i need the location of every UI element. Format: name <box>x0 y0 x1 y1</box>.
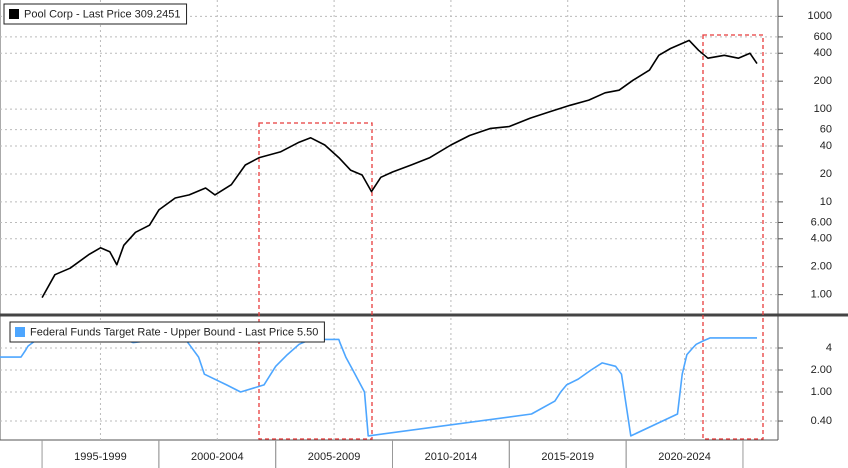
legend-swatch <box>15 327 25 337</box>
y-tick-label: 1.00 <box>811 289 832 301</box>
legend-box <box>9 321 325 343</box>
legend: Pool Corp - Last Price 309.2451 <box>3 3 188 25</box>
y-tick-label: 60 <box>820 124 832 136</box>
y-tick-label: 1.00 <box>811 386 832 398</box>
y-tick-label: 200 <box>814 75 832 87</box>
highlight-box <box>702 34 764 440</box>
x-tick-label: 1995-1999 <box>74 451 127 463</box>
grid <box>0 0 778 312</box>
x-tick-label: 2000-2004 <box>191 451 244 463</box>
legend-swatch <box>9 9 19 19</box>
y-tick-label: 2.00 <box>811 364 832 376</box>
x-tick-label: 2015-2019 <box>541 451 594 463</box>
y-tick-label: 0.40 <box>811 415 832 427</box>
x-tick-label: 2005-2009 <box>308 451 361 463</box>
y-tick-label: 20 <box>820 168 832 180</box>
y-tick-label: 400 <box>814 47 832 59</box>
legend-box <box>3 3 188 25</box>
x-tick-label: 2020-2024 <box>658 451 711 463</box>
y-tick-label: 6.00 <box>811 216 832 228</box>
y-tick-label: 600 <box>814 31 832 43</box>
series-line <box>41 39 758 298</box>
highlight-box <box>258 122 373 440</box>
y-tick-label: 40 <box>820 140 832 152</box>
y-tick-label: 4.00 <box>811 233 832 245</box>
legend: Federal Funds Target Rate - Upper Bound … <box>9 321 325 343</box>
x-tick-label: 2010-2014 <box>425 451 478 463</box>
y-tick-label: 4 <box>826 342 832 354</box>
legend-label: Pool Corp - Last Price 309.2451 <box>24 8 181 20</box>
y-tick-label: 10 <box>820 196 832 208</box>
y-tick-label: 1000 <box>808 10 832 22</box>
grid <box>0 318 778 440</box>
y-tick-label: 2.00 <box>811 261 832 273</box>
y-tick-label: 100 <box>814 103 832 115</box>
legend-label: Federal Funds Target Rate - Upper Bound … <box>30 326 318 338</box>
